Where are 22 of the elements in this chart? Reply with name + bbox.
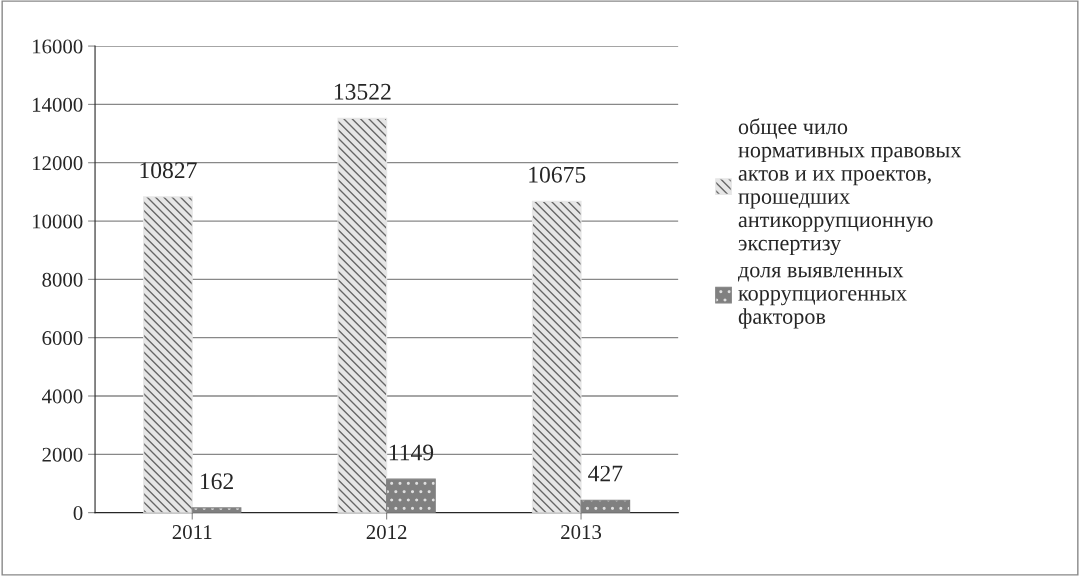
bar [337, 117, 388, 513]
x-tick-label: 2012 [366, 525, 407, 540]
y-tick-label: 4000 [41, 389, 83, 404]
y-tick-label: 16000 [32, 39, 83, 54]
x-tick-label: 2011 [172, 525, 212, 540]
data-label: 162 [200, 473, 233, 490]
data-label: 427 [588, 465, 623, 482]
bar [143, 196, 193, 513]
y-tick-label: 2000 [42, 447, 83, 462]
y-tick-label: 6000 [42, 331, 83, 346]
y-tick-label: 8000 [42, 272, 83, 287]
y-tick-label: 12000 [32, 156, 83, 171]
data-label: 10827 [140, 162, 197, 179]
x-tick-label: 2013 [561, 525, 602, 540]
data-label: 10675 [529, 166, 586, 183]
data-label: 1149 [389, 444, 434, 461]
legend-label: доля выявленных коррупциогенных факторов [737, 266, 907, 329]
data-label: 13522 [334, 83, 391, 100]
bar [531, 200, 582, 513]
y-tick-label: 14000 [32, 97, 83, 112]
y-tick-label: 10000 [32, 214, 83, 229]
y-tick-label: 0 [73, 506, 83, 521]
